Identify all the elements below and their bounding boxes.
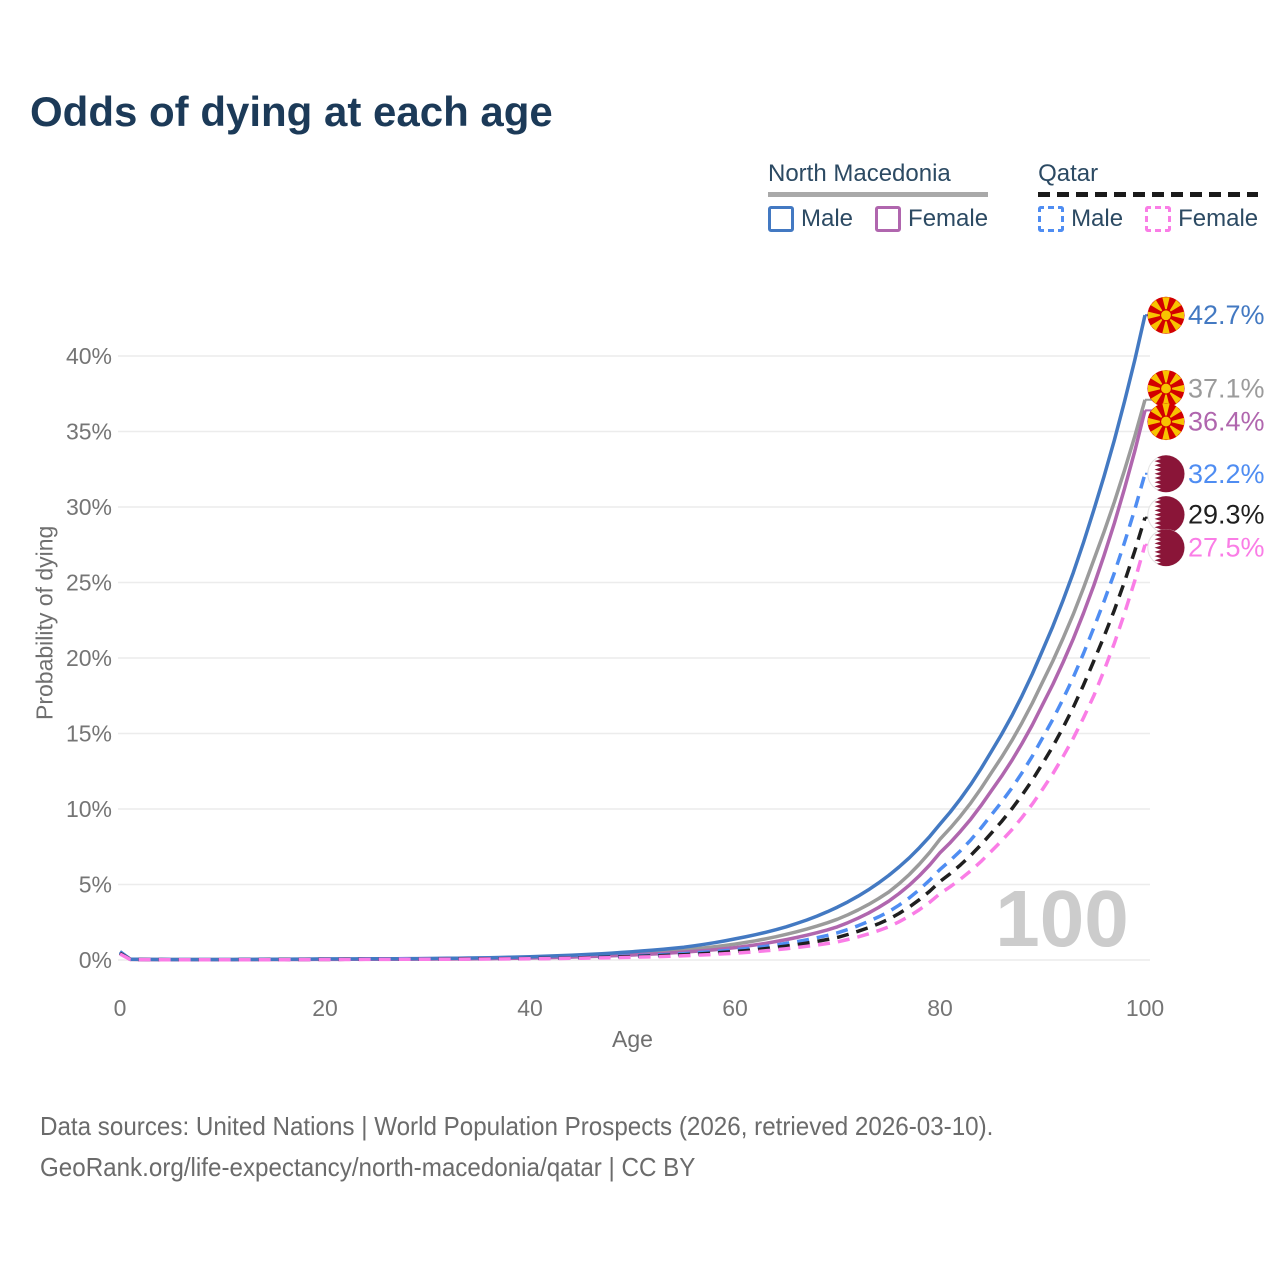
y-axis-title: Probability of dying [31,525,58,721]
flag-qatar-icon [1147,455,1185,493]
series-line-nm-female [119,409,1147,962]
legend-underline-north-macedonia [768,192,989,197]
x-tick-label: 60 [722,995,748,1021]
legend-item-label: Female [1178,205,1259,232]
y-tick-label: 35% [66,419,112,445]
x-tick-label: 20 [312,995,338,1021]
y-tick-label: 30% [66,494,112,520]
y-tick-label: 10% [66,796,112,822]
legend-group-title: Qatar [1038,160,1099,187]
x-tick-label: 0 [114,995,127,1021]
qatar-male-swatch-icon [1038,206,1065,232]
series-line-nm-both [119,399,1147,962]
footer-sources-line: Data sources: United Nations | World Pop… [40,1111,994,1141]
legend-item-label: Male [1071,205,1124,232]
value-label-nm-both: 37.1% [1188,374,1265,404]
series-line-qa-male [119,473,1147,962]
legend-group-north-macedonia: North Macedonia Male Female [768,160,989,233]
value-label-nm-male: 42.7% [1188,300,1265,330]
legend-item-qatar-male[interactable]: Male [1038,205,1123,233]
legend-item-label: Female [908,205,989,232]
value-label-qa-male: 32.2% [1188,459,1265,489]
legend-item-nm-female[interactable]: Female [875,205,988,233]
qatar-female-swatch-icon [1145,206,1172,232]
series-line-qa-both [119,517,1147,962]
legend-item-qatar-female[interactable]: Female [1145,205,1258,233]
legend-group-qatar: Qatar Male Female [1038,160,1259,233]
flag-north-macedonia-icon [1147,403,1185,441]
flag-qatar-icon [1147,495,1185,534]
nm-male-swatch-icon [768,206,794,232]
flag-north-macedonia-icon [1147,370,1185,408]
y-tick-label: 40% [66,343,112,369]
legend-underline-qatar [1038,192,1259,197]
legend-group-title: North Macedonia [768,160,951,187]
value-label-qa-female: 27.5% [1188,533,1265,563]
x-tick-label: 80 [927,995,953,1021]
watermark-100: 100 [995,874,1128,963]
legend-item-nm-male[interactable]: Male [768,205,853,233]
value-label-qa-both: 29.3% [1188,500,1265,530]
footer: Data sources: United Nations | World Pop… [40,1106,1065,1188]
legend-item-label: Male [801,205,854,232]
y-tick-label: 20% [66,645,112,671]
nm-female-swatch-icon [875,206,902,232]
footer-url-line: GeoRank.org/life-expectancy/north-macedo… [40,1152,696,1182]
flag-qatar-icon [1147,528,1185,567]
value-label-nm-female: 36.4% [1188,407,1265,437]
x-axis-title: Age [612,1026,653,1052]
y-tick-label: 5% [79,872,112,898]
x-tick-label: 40 [517,995,543,1021]
y-tick-label: 25% [66,570,112,596]
x-tick-label: 100 [1126,995,1164,1021]
page-title: Odds of dying at each age [30,88,553,135]
flag-north-macedonia-icon [1147,296,1185,334]
y-tick-label: 0% [79,947,112,973]
series-line-nm-male [118,314,1147,962]
y-tick-label: 15% [66,721,112,747]
legend: North Macedonia Male Female Qatar Male F… [768,160,1259,233]
